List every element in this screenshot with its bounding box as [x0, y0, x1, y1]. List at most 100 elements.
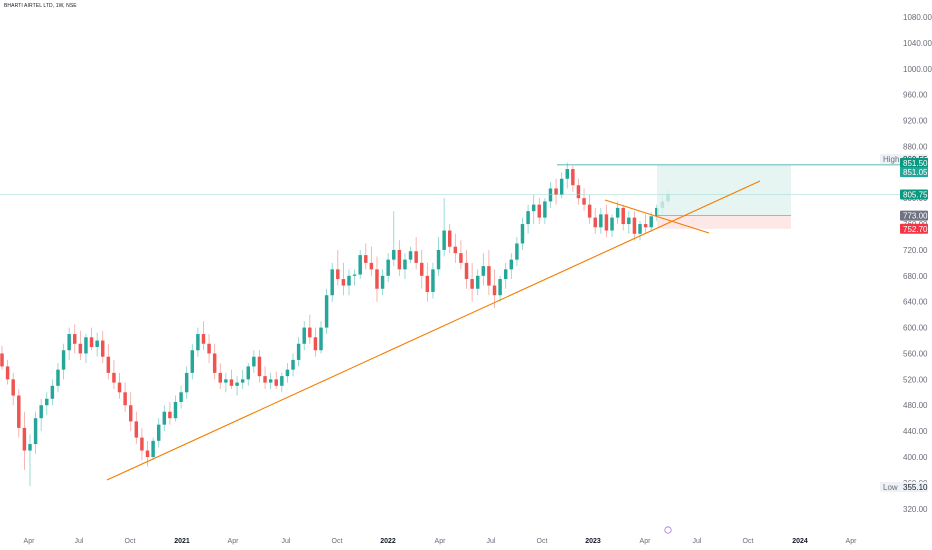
candle: [95, 332, 99, 357]
candle: [604, 204, 609, 237]
candle: [45, 392, 49, 415]
event-marker-icon[interactable]: [664, 526, 672, 534]
candle-body: [509, 259, 514, 270]
price-label-caption: High: [883, 155, 899, 164]
candle: [492, 269, 497, 309]
candle-body: [252, 356, 256, 367]
candle-body: [257, 356, 262, 377]
candle: [632, 211, 637, 241]
candle: [117, 372, 122, 399]
candle-body: [263, 376, 267, 383]
candle: [610, 214, 614, 237]
price-label-value: 752.70: [903, 225, 928, 234]
x-axis[interactable]: Apr Jul Oct 2021 Apr Jul Oct 2022 Apr Jul Oct 2023 A…: [24, 538, 858, 545]
candle-body: [196, 334, 200, 351]
candle-body: [5, 366, 10, 380]
candle-body: [565, 169, 569, 179]
price-label-bg: [900, 223, 928, 234]
candle: [559, 172, 564, 199]
candle: [627, 211, 631, 234]
candle: [212, 343, 217, 380]
candle-body: [380, 275, 385, 289]
candle-body: [358, 255, 362, 275]
candle-body: [330, 269, 334, 296]
candle: [11, 372, 15, 406]
candle: [190, 343, 195, 380]
candle-body: [481, 266, 486, 276]
candle-body: [336, 269, 340, 280]
candle-body: [218, 372, 223, 383]
candle: [638, 220, 642, 241]
candle: [330, 262, 334, 302]
candle-body: [643, 224, 648, 228]
candle-body: [162, 411, 167, 425]
candle: [453, 233, 458, 263]
candle-body: [420, 262, 424, 276]
candle: [196, 327, 200, 357]
candle-body: [627, 217, 631, 225]
y-tick-label: 320.00: [903, 505, 928, 514]
candle-body: [520, 224, 525, 244]
candle-body: [531, 204, 536, 212]
candle-body: [313, 337, 318, 351]
x-tick-label: Jul: [75, 538, 84, 545]
candle: [184, 366, 189, 399]
candle-body: [403, 259, 407, 270]
candle-body: [621, 207, 625, 225]
candle-body: [50, 385, 55, 399]
candle: [436, 237, 441, 276]
candle-body: [425, 275, 430, 292]
candle-body: [28, 444, 32, 451]
candle: [503, 262, 508, 289]
candle-body: [515, 243, 519, 260]
candle-body: [582, 198, 586, 205]
candle-body: [229, 379, 234, 386]
candle: [526, 204, 530, 234]
candle-body: [453, 246, 458, 254]
price-label-bg: [900, 189, 928, 200]
y-tick-label: 520.00: [903, 375, 928, 384]
candle: [431, 262, 435, 299]
candle: [649, 212, 653, 232]
price-label-price-green: 851.05: [900, 167, 928, 178]
candle-body: [470, 279, 474, 289]
candle: [296, 337, 301, 367]
y-tick-label: 920.00: [903, 117, 928, 126]
candle-body: [184, 372, 189, 393]
x-tick-label: 2023: [585, 538, 601, 545]
y-tick-label: 1000.00: [903, 65, 932, 74]
y-tick-label: 400.00: [903, 453, 928, 462]
x-tick-label: Apr: [435, 538, 447, 545]
x-tick-label: 2024: [792, 538, 808, 545]
price-label-caption-bg: [880, 153, 900, 164]
candle: [73, 324, 77, 354]
candle-body: [369, 262, 374, 270]
price-label-stop: 752.70: [900, 223, 928, 234]
candle: [274, 371, 278, 390]
candle-body: [308, 327, 312, 338]
candle: [263, 366, 267, 390]
candle: [341, 262, 346, 296]
candle-body: [352, 274, 357, 276]
candle: [593, 207, 597, 234]
y-axis[interactable]: 320.00360.00400.00440.00480.00520.00560.…: [903, 13, 932, 514]
x-tick-label: Jul: [487, 538, 496, 545]
candle-body: [285, 369, 290, 377]
candle: [123, 382, 127, 412]
candle: [162, 405, 167, 432]
candle: [487, 249, 491, 296]
candle-body: [106, 356, 111, 373]
candle-body: [280, 376, 284, 386]
candle: [414, 237, 418, 270]
price-label-entry: 773.00: [900, 210, 928, 221]
candle-body: [145, 450, 150, 457]
price-label-value: 355.10: [903, 483, 928, 492]
candle-body: [123, 392, 127, 406]
candle: [101, 330, 105, 364]
candle-body: [95, 340, 99, 347]
candle-body: [324, 295, 329, 328]
candle: [459, 240, 463, 270]
candle: [470, 262, 474, 302]
candle: [246, 363, 250, 386]
